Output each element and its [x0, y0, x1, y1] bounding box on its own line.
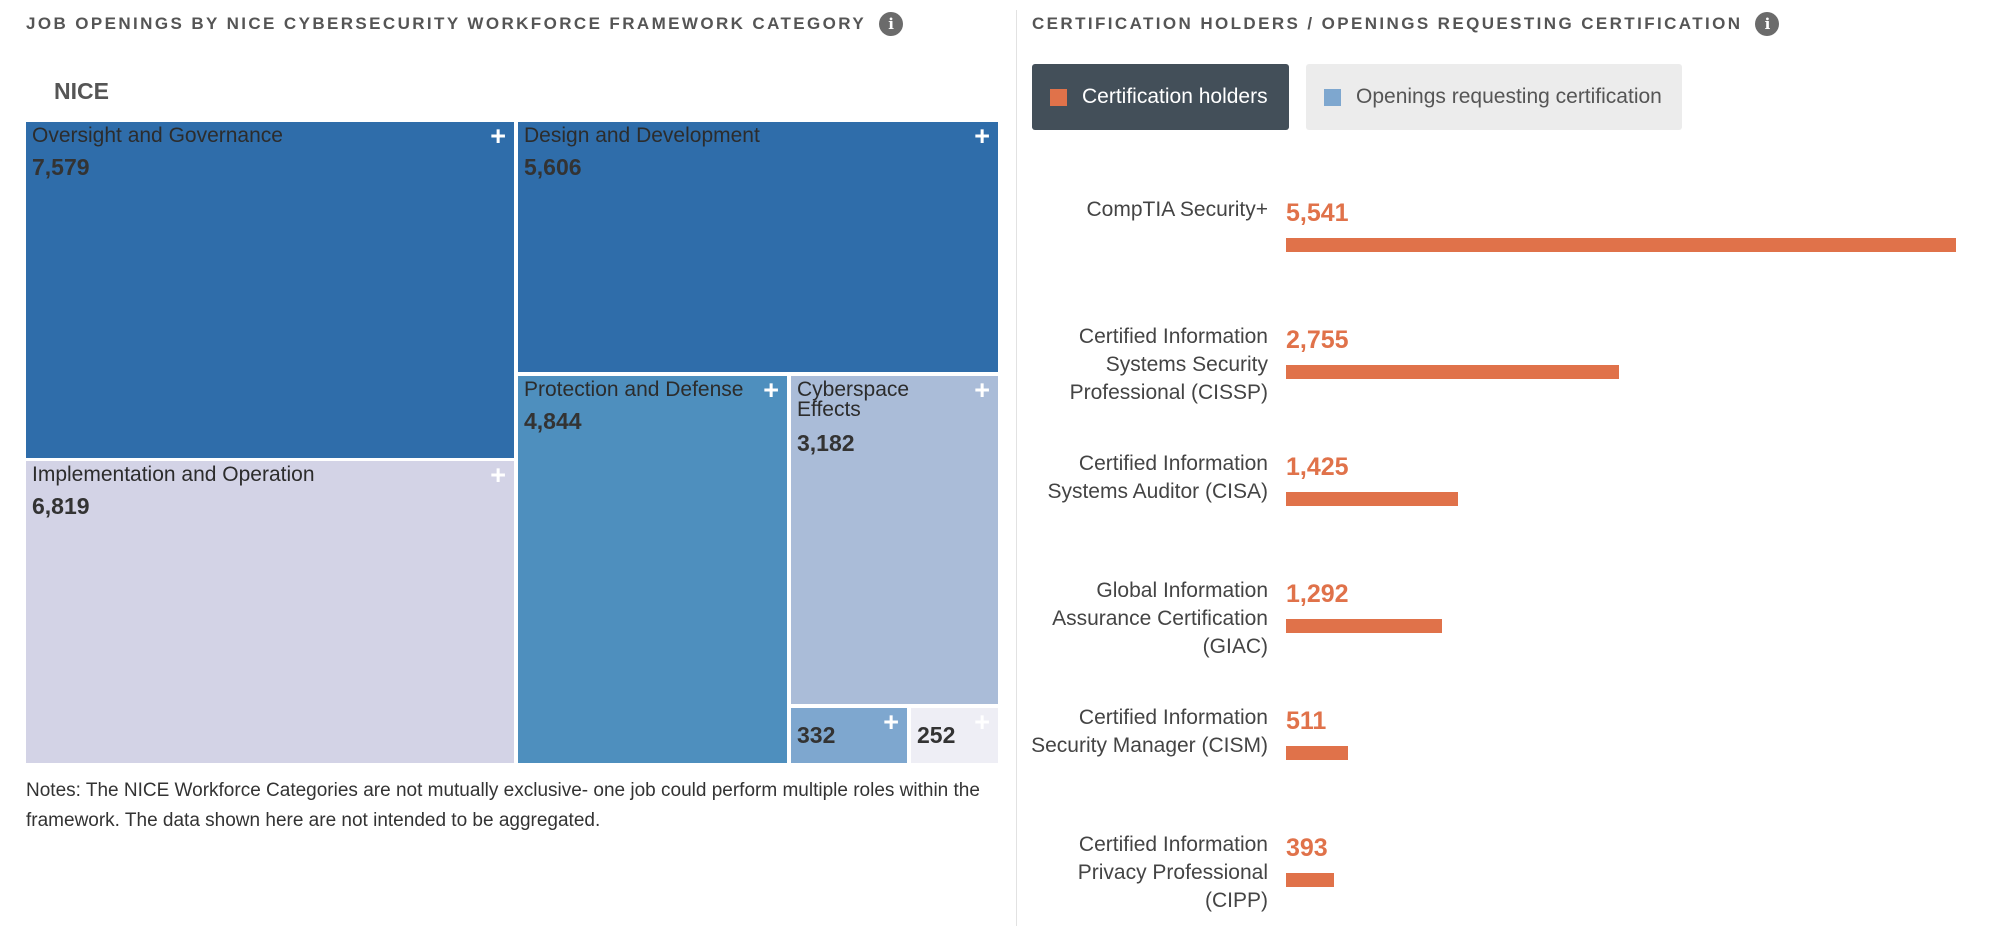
bar[interactable] [1286, 238, 1956, 252]
treemap-tile[interactable]: 252 + [911, 708, 998, 763]
treemap-level-label: NICE [54, 78, 109, 104]
treemap-tile-label: Design and Development [524, 124, 760, 147]
legend-openings-requesting-button[interactable]: Openings requesting certification [1306, 64, 1682, 130]
bar-category-label: Certified Information Security Manager (C… [1031, 706, 1268, 757]
treemap-tile-value: 7,579 [32, 154, 90, 180]
plus-icon[interactable]: + [490, 461, 506, 490]
bar-category-label: Certified Information Systems Security Pro… [1069, 325, 1268, 404]
bar-value-label: 1,425 [1286, 453, 1349, 481]
bar[interactable] [1286, 746, 1348, 760]
treemap-tile-value: 5,606 [524, 154, 582, 180]
plus-icon[interactable]: + [974, 708, 990, 737]
plus-icon[interactable]: + [883, 708, 899, 737]
bar-category-label: CompTIA Security+ [1086, 198, 1268, 221]
bar-category-label: Certified Information Systems Auditor (CI… [1047, 452, 1268, 503]
treemap-tile[interactable]: Protection and Defense 4,844 + [518, 376, 787, 763]
treemap-tile[interactable]: Cyberspace Effects 3,182 + [791, 376, 998, 704]
treemap-tile-value: 4,844 [524, 408, 582, 434]
plus-icon[interactable]: + [763, 376, 779, 405]
bar-value-label: 2,755 [1286, 326, 1349, 354]
bar-value-label: 5,541 [1286, 199, 1349, 227]
bar[interactable] [1286, 365, 1619, 379]
legend-label: Certification holders [1082, 85, 1268, 108]
treemap-tile-label: Cyberspace Effects [797, 378, 910, 421]
panel-divider [1016, 10, 1017, 926]
plus-icon[interactable]: + [974, 122, 990, 151]
cert-title-text: CERTIFICATION HOLDERS / OPENINGS REQUEST… [1032, 14, 1743, 33]
treemap-tile[interactable]: Design and Development 5,606 + [518, 122, 998, 372]
bar[interactable] [1286, 492, 1458, 506]
treemap-title-text: JOB OPENINGS BY NICE CYBERSECURITY WORKF… [26, 14, 867, 33]
bar-value-label: 1,292 [1286, 580, 1349, 608]
treemap-tile-value: 332 [797, 722, 836, 748]
legend-swatch [1050, 88, 1067, 106]
treemap-tile-label: Implementation and Operation [32, 463, 315, 486]
legend-swatch [1324, 88, 1341, 106]
treemap-tile-value: 6,819 [32, 493, 90, 519]
plus-icon[interactable]: + [490, 122, 506, 151]
treemap-tile-label: Oversight and Governance [32, 124, 283, 147]
treemap-tile[interactable]: Implementation and Operation 6,819 + [26, 461, 514, 763]
bar-value-label: 511 [1286, 707, 1327, 735]
legend-certification-holders-button[interactable]: Certification holders [1032, 64, 1289, 130]
bar[interactable] [1286, 619, 1442, 633]
treemap-panel-title: JOB OPENINGS BY NICE CYBERSECURITY WORKF… [26, 12, 904, 36]
treemap-tile-label: Protection and Defense [524, 378, 744, 401]
bar-value-label: 393 [1286, 834, 1328, 862]
treemap-tile-value: 3,182 [797, 430, 855, 456]
cert-panel-title: CERTIFICATION HOLDERS / OPENINGS REQUEST… [1032, 12, 1780, 36]
treemap-tile-value: 252 [917, 722, 956, 748]
treemap-tile[interactable]: 332 + [791, 708, 907, 763]
treemap-notes: Notes: The NICE Workforce Categories are… [26, 780, 980, 831]
info-icon[interactable]: i [879, 12, 904, 36]
plus-icon[interactable]: + [974, 376, 990, 405]
bar-category-label: Global Information Assurance Certificatio… [1052, 579, 1268, 658]
bar[interactable] [1286, 873, 1334, 887]
treemap-tile[interactable]: Oversight and Governance 7,579 + [26, 122, 514, 458]
info-icon[interactable]: i [1755, 12, 1780, 36]
bar-category-label: Certified Information Privacy Professiona… [1077, 833, 1268, 912]
legend-label: Openings requesting certification [1356, 85, 1662, 108]
